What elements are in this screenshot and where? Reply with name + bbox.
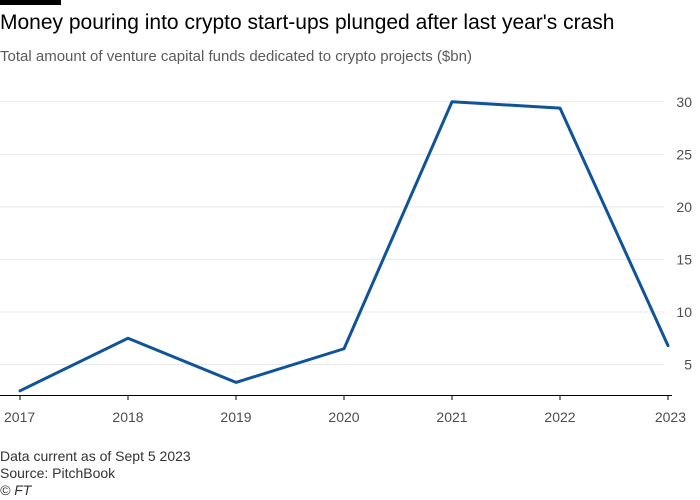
copyright-credit: © FT	[0, 482, 32, 498]
y-tick-label-5: 5	[684, 357, 692, 373]
series-line-0	[18, 100, 670, 393]
x-tick-label-2022: 2022	[544, 409, 575, 425]
source-note: Source: PitchBook	[0, 465, 116, 481]
chart-subtitle: Total amount of venture capital funds de…	[0, 48, 472, 65]
y-tick-label-20: 20	[676, 199, 692, 215]
y-tick-label-25: 25	[676, 146, 692, 162]
x-tick-label-2018: 2018	[112, 409, 143, 425]
x-tick-label-2020: 2020	[328, 409, 359, 425]
chart-title: Money pouring into crypto start-ups plun…	[0, 11, 615, 34]
y-tick-label-30: 30	[676, 94, 692, 110]
x-tick-label-2017: 2017	[4, 409, 35, 425]
line-chart: 5 10 15 20 25 30 2017 2018 2019 2020 2021 2022 2023	[0, 94, 692, 425]
y-tick-label-10: 10	[676, 304, 692, 320]
x-tick-label-2021: 2021	[436, 409, 467, 425]
y-tick-label-15: 15	[676, 251, 692, 267]
chart-footer: Data current as of Sept 5 2023 Source: P…	[0, 448, 191, 499]
x-tick-label-2023: 2023	[655, 409, 686, 425]
x-tick-label-2019: 2019	[220, 409, 251, 425]
top-accent-bar	[0, 0, 61, 5]
data-note: Data current as of Sept 5 2023	[0, 448, 191, 464]
